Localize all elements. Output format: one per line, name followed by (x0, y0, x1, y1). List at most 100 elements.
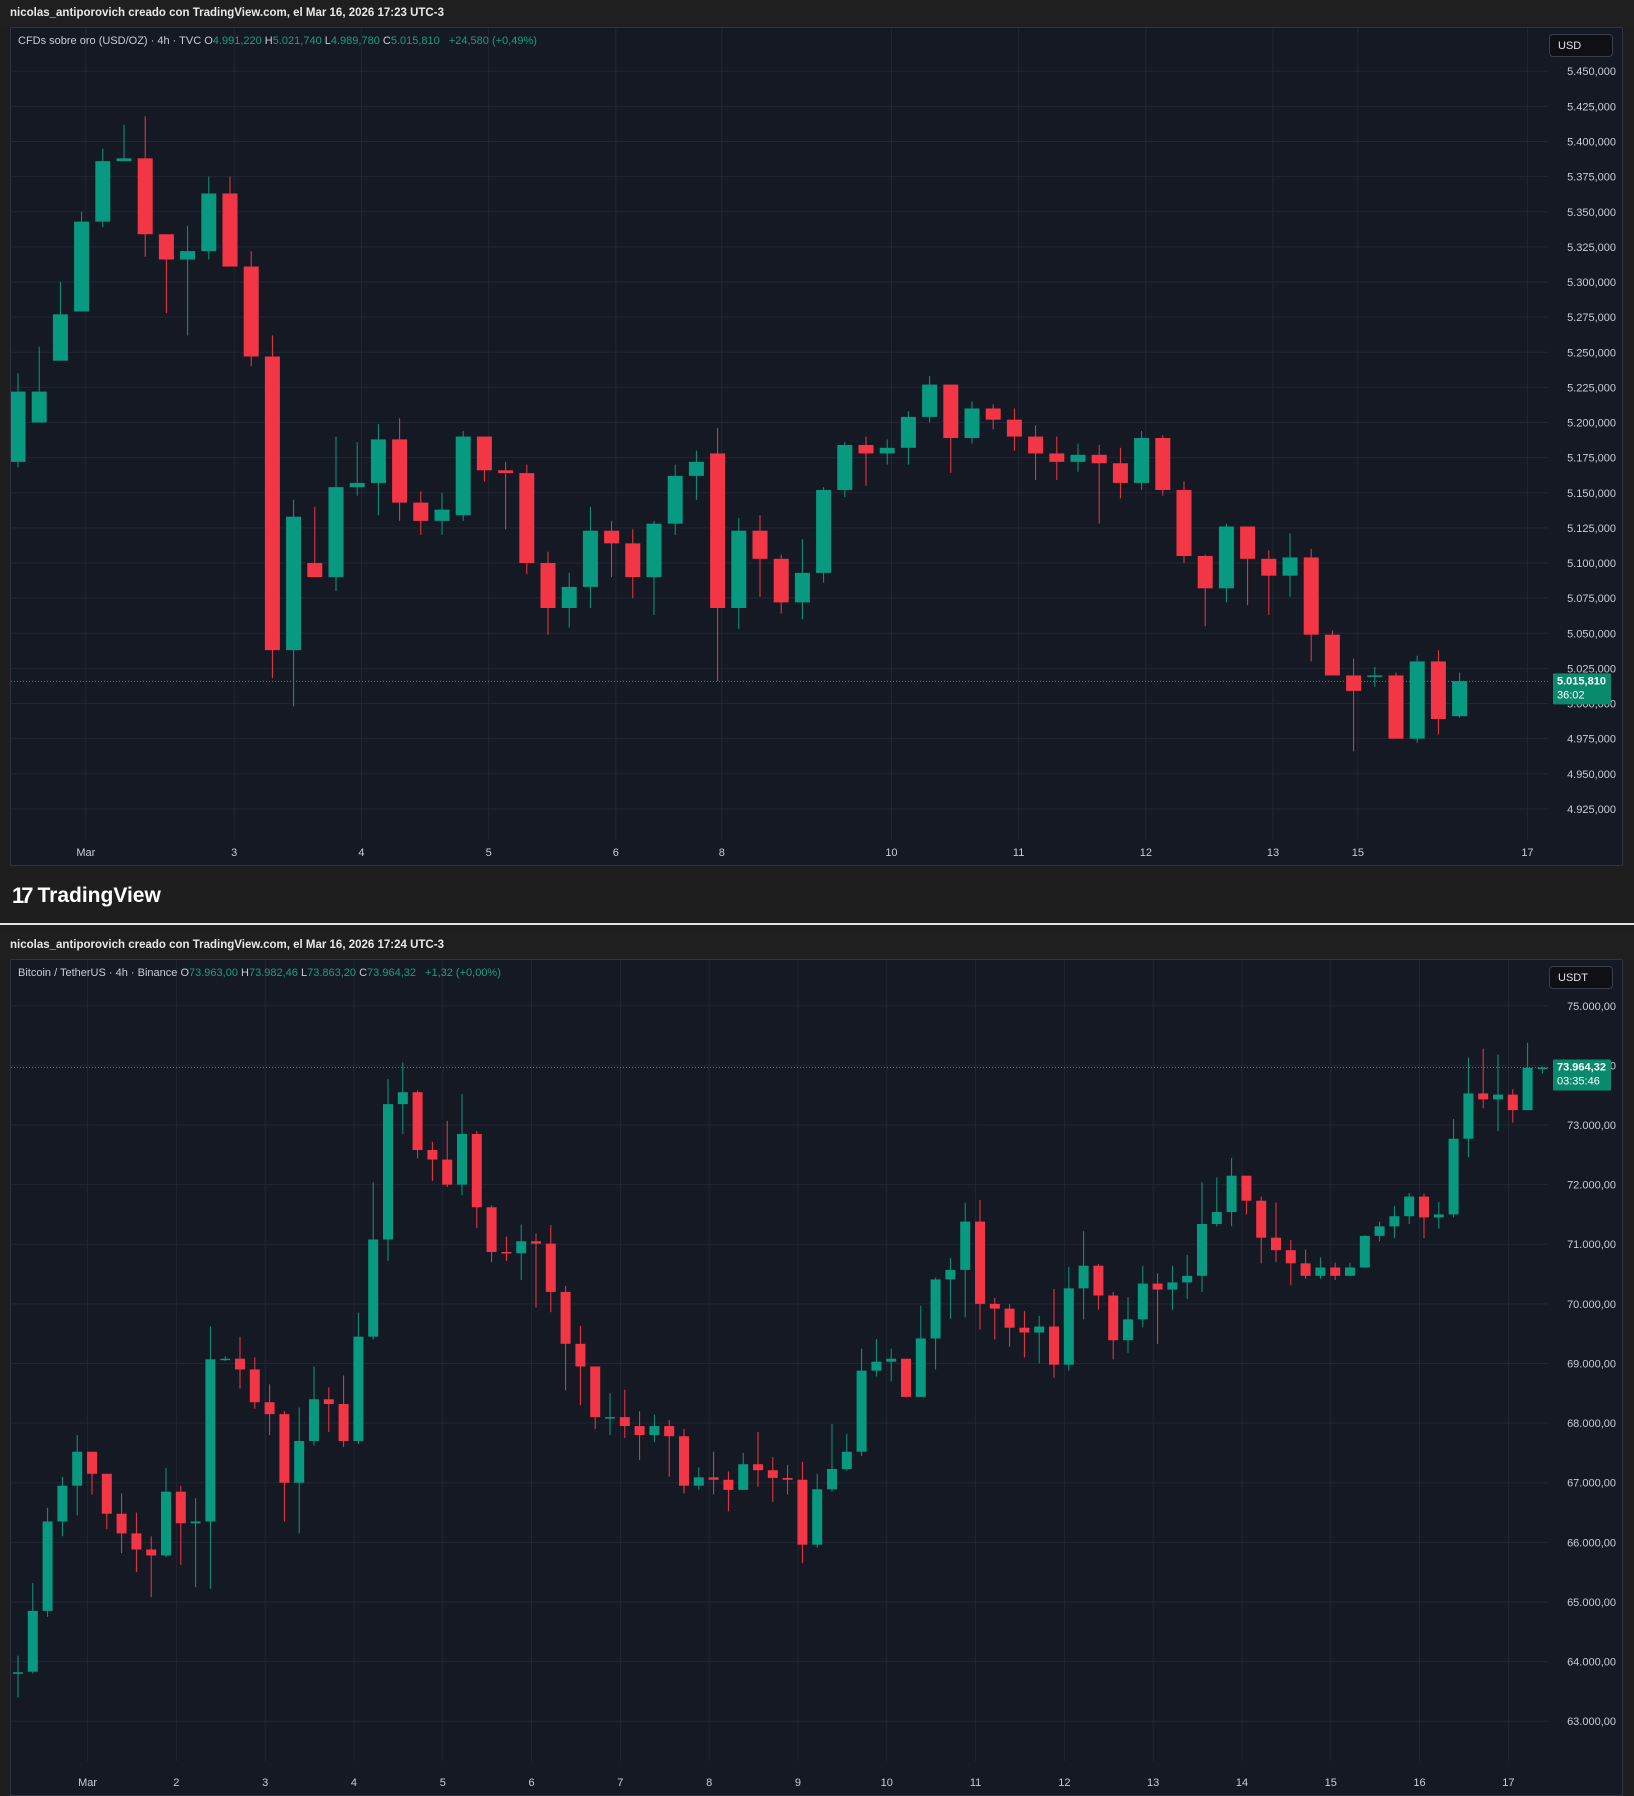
gold-candle (688, 450, 704, 500)
gold-candle (1070, 443, 1086, 472)
gold-candle-body (922, 384, 938, 417)
gold-candle (816, 487, 832, 583)
gold-currency-button[interactable]: USD (1549, 34, 1613, 57)
btc-candle (945, 1257, 956, 1319)
gold-candle (625, 529, 641, 599)
btc-candle-body (383, 1104, 393, 1240)
gold-candle-body (180, 251, 196, 260)
btc-candle-body (619, 1417, 630, 1427)
gold-candle (519, 464, 535, 575)
gold-candle-body (964, 408, 980, 438)
btc-candle-body (427, 1150, 438, 1160)
gold-candle (667, 464, 683, 535)
btc-price-tag-countdown: 03:35:46 (1557, 1076, 1600, 1088)
btc-candle (1123, 1297, 1133, 1353)
btc-candle (1419, 1193, 1429, 1239)
btc-chart-panel[interactable]: 63.000,00 64.000,00 65.000,00 66.000,00 67.0… (10, 959, 1623, 1796)
btc-candle-body (1108, 1295, 1119, 1341)
btc-candle (309, 1366, 319, 1446)
logo-bar: 17 TradingView (0, 867, 1634, 924)
btc-chart-header-text: nicolas_antiporovich creado con TradingV… (10, 939, 444, 951)
btc-candle-body (72, 1451, 83, 1486)
gold-candle-body (31, 391, 47, 423)
btc-symbol: Bitcoin / TetherUS · 4h · Binance (18, 967, 178, 979)
gold-y-tick-label: 5.250,000 (1567, 347, 1616, 359)
gold-candle-body (1324, 634, 1340, 676)
btc-candle-body (1093, 1265, 1104, 1296)
gold-y-tick-label: 5.450,000 (1567, 66, 1616, 78)
btc-candle-body (1152, 1283, 1163, 1290)
gold-candle-body (286, 516, 302, 651)
gold-candle (1324, 630, 1340, 676)
btc-candle (116, 1493, 127, 1554)
btc-candle-body (1078, 1265, 1089, 1289)
btc-y-tick-label: 73.000,00 (1567, 1120, 1616, 1132)
gold-y-tick-label: 5.350,000 (1567, 207, 1616, 219)
gold-candle-body (858, 445, 874, 454)
gold-x-tick-label: 17 (1521, 847, 1533, 859)
gold-candlestick-chart[interactable]: 4.925,0004.950,0004.975,0005.000,0005.02… (11, 28, 1622, 865)
btc-candle-body (457, 1133, 467, 1185)
gold-x-tick-label: 13 (1267, 847, 1279, 859)
btc-candle-body (1374, 1226, 1385, 1236)
gold-candle (158, 234, 174, 313)
btc-candle (338, 1375, 349, 1447)
btc-candle (1019, 1311, 1030, 1358)
btc-candle-body (1493, 1094, 1503, 1100)
btc-candle-body (1448, 1138, 1459, 1215)
gold-candle (498, 461, 514, 530)
btc-candle-body (249, 1369, 260, 1403)
btc-x-tick-label: 15 (1325, 1777, 1337, 1789)
gold-candle (74, 211, 90, 312)
gold-candle-body (1070, 454, 1086, 462)
gold-y-tick-label: 5.050,000 (1567, 628, 1616, 640)
btc-currency-button[interactable]: USDT (1549, 966, 1613, 989)
btc-candle (1034, 1315, 1045, 1364)
btc-candle (516, 1224, 527, 1281)
btc-candle-body (1197, 1223, 1207, 1276)
gold-candle (900, 411, 916, 465)
gold-open-label: O (204, 35, 213, 47)
gold-candle (370, 423, 386, 516)
gold-candle-body (710, 453, 726, 608)
gold-y-tick-label: 4.925,000 (1567, 804, 1616, 816)
tradingview-logo[interactable]: 17 TradingView (12, 883, 161, 909)
gold-x-tick-label: 4 (358, 847, 364, 859)
btc-candle (279, 1411, 290, 1522)
btc-candle (1211, 1177, 1222, 1227)
gold-candle (392, 418, 408, 521)
btc-candle-body (989, 1303, 1000, 1309)
btc-x-tick-label: 3 (262, 1777, 268, 1789)
gold-candle-body (392, 439, 408, 503)
btc-candle-body (856, 1370, 867, 1452)
gold-candle-body (816, 489, 832, 573)
btc-candle (397, 1062, 408, 1134)
gold-candle-body (1261, 558, 1277, 576)
btc-candle-body (1330, 1267, 1341, 1276)
btc-candle (1256, 1196, 1267, 1264)
gold-y-tick-label: 5.325,000 (1567, 242, 1616, 254)
btc-candle (753, 1432, 763, 1487)
gold-legend: CFDs sobre oro (USD/OZ) · 4h · TVC O4.99… (18, 35, 537, 47)
btc-candlestick-chart[interactable]: 63.000,00 64.000,00 65.000,00 66.000,00 67.0… (11, 960, 1622, 1795)
btc-x-tick-label: 7 (617, 1777, 623, 1789)
btc-candle (13, 1655, 23, 1698)
btc-candle (531, 1233, 541, 1308)
btc-candle-body (1256, 1200, 1267, 1238)
btc-candle-body (871, 1361, 882, 1371)
btc-candle (634, 1411, 645, 1461)
btc-candle-body (634, 1426, 645, 1436)
gold-open-value: 4.991,220 (212, 35, 262, 47)
btc-x-tick-label: 16 (1413, 1777, 1425, 1789)
btc-candle (679, 1429, 689, 1494)
btc-candle (161, 1467, 171, 1558)
btc-candle (856, 1348, 867, 1456)
gold-candle (710, 428, 726, 682)
btc-candle (1374, 1221, 1385, 1242)
gold-candle-body (1112, 463, 1128, 483)
btc-candle (1049, 1288, 1059, 1378)
gold-candle (413, 491, 429, 535)
gold-chart-panel[interactable]: 4.925,000 4.950,000 4.975,000 5.000,000 5.02… (10, 27, 1623, 866)
btc-candle (1493, 1054, 1503, 1131)
btc-candle (738, 1452, 749, 1490)
